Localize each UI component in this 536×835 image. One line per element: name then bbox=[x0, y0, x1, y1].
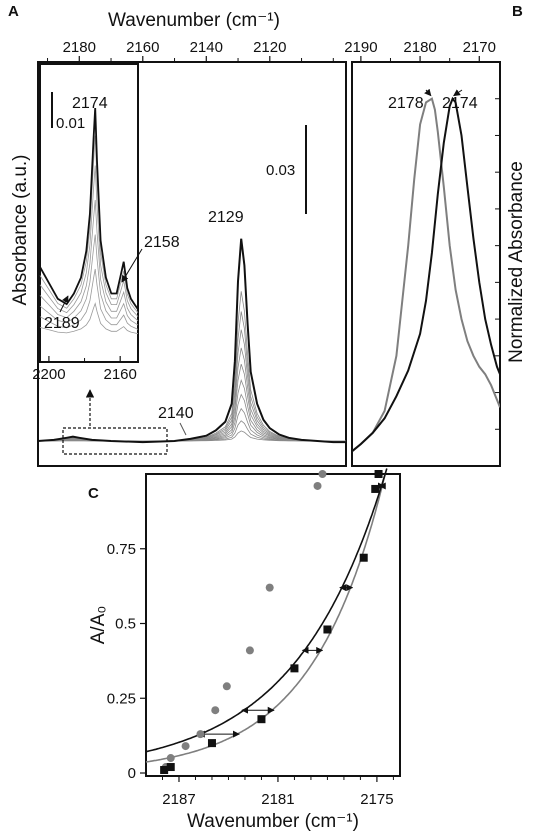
panel-b-y-axis-title: Normalized Absorbance bbox=[506, 161, 527, 363]
panel-c-point-circle bbox=[166, 754, 175, 763]
panel-c-fit-curve-1 bbox=[145, 468, 388, 753]
panel-b-peak-label-2178: 2178 bbox=[388, 95, 424, 112]
panel-b-series-line-1 bbox=[352, 96, 500, 453]
panel-a-peak-pointer-2140 bbox=[179, 422, 187, 436]
panel-a-inset-family-spectrum bbox=[39, 302, 139, 335]
panel-c-point-circle bbox=[318, 470, 327, 478]
panel-a-inset-x-tick-label: 2200 bbox=[32, 366, 65, 383]
panel-a-zoom-region-box bbox=[62, 427, 168, 455]
panel-a-inset-x-ticks: 2200 2160 bbox=[32, 356, 137, 383]
panel-c-frame bbox=[145, 473, 401, 777]
panel-b-x-ticks: 2190 2180 2170 bbox=[344, 39, 496, 62]
panel-c-shift-arrows bbox=[197, 482, 386, 738]
panel-b-peak-label-2174: 2174 bbox=[442, 95, 478, 112]
panel-a-peak-label-2140: 2140 bbox=[158, 405, 194, 422]
panel-a-family-spectrum bbox=[38, 363, 346, 442]
panel-c-y-ticks: 0 0.25 0.5 0.75 bbox=[107, 541, 146, 782]
panel-a-x-tick-label: 2160 bbox=[126, 39, 159, 56]
panel-a-y-axis-title: Absorbance (a.u.) bbox=[10, 154, 31, 305]
panel-c-point-square bbox=[371, 484, 380, 493]
panel-a-inset-peak-label-2189: 2189 bbox=[44, 315, 80, 332]
panel-c-y-axis-title: A/A₀ bbox=[88, 606, 109, 645]
panel-a-peak-label-2129: 2129 bbox=[208, 209, 244, 226]
panel-c-fit-curves bbox=[145, 468, 388, 763]
panel-a-inset-peak-pointer-2189 bbox=[59, 295, 69, 313]
panel-a-x-ticks: 2180 2160 2140 2120 bbox=[47, 39, 334, 62]
panel-a-inset-family-spectrum bbox=[39, 135, 139, 314]
panel-a-main-spectrum bbox=[38, 238, 346, 444]
panel-a-inset: 2200 2160 0.01 2174 2158 2189 bbox=[32, 63, 180, 383]
panel-b-x-tick-label: 2180 bbox=[403, 39, 436, 56]
panel-a-inset-family-spectrum bbox=[39, 199, 139, 322]
panel-b-x-tick-label: 2170 bbox=[463, 39, 496, 56]
panel-a-x-tick-label: 2180 bbox=[63, 39, 96, 56]
panel-b-peak-pointer-2174 bbox=[453, 89, 463, 97]
panel-a-inset-peak-label-2174: 2174 bbox=[72, 95, 108, 112]
panel-c-x-tick-label: 2175 bbox=[360, 791, 393, 808]
panel-a-inset-frame bbox=[39, 63, 139, 363]
panel-c-point-circle bbox=[222, 682, 231, 691]
panel-c-x-axis-title: Wavenumber (cm⁻¹) bbox=[187, 811, 359, 832]
panel-c-point-circle bbox=[245, 646, 254, 655]
panel-c-point-square bbox=[166, 763, 175, 772]
panel-a-inset-family-spectrum bbox=[39, 268, 139, 330]
panel-label-c: C bbox=[88, 485, 99, 502]
panel-a-inset-family-spectrum bbox=[39, 234, 139, 326]
panel-a-scale-bar-label: 0.03 bbox=[266, 162, 295, 179]
panel-a-inset-peak-pointer-2158 bbox=[121, 248, 143, 283]
panel-b-frame bbox=[351, 61, 501, 467]
panel-b-peak-pointer-2178 bbox=[424, 88, 432, 97]
panel-c-y-tick-label: 0.5 bbox=[115, 616, 136, 633]
panel-a-x-axis-title: Wavenumber (cm⁻¹) bbox=[108, 10, 280, 31]
panel-c-y-tick-label: 0.75 bbox=[107, 541, 136, 558]
panel-c-point-square bbox=[359, 553, 368, 562]
panel-c-points bbox=[160, 470, 383, 775]
panel-c-y-tick-label: 0.25 bbox=[107, 690, 136, 707]
panel-label-a: A bbox=[8, 3, 19, 20]
panel-a-inset-peak-label-2158: 2158 bbox=[144, 234, 180, 251]
panel-c-point-square bbox=[374, 470, 383, 478]
panel-c-point-square bbox=[207, 739, 216, 748]
panel-c-point-circle bbox=[211, 706, 220, 715]
panel-c-point-square bbox=[290, 664, 299, 673]
panel-c: 2187 2181 2175 0 0.25 0.5 0.75 Wavenumber (cm… bbox=[88, 468, 401, 832]
panel-c-y-tick-label: 0 bbox=[128, 765, 136, 782]
panel-c-point-square bbox=[160, 766, 169, 775]
panel-b-series bbox=[352, 96, 500, 453]
panel-c-point-circle bbox=[313, 481, 322, 490]
panel-c-x-tick-label: 2187 bbox=[162, 791, 195, 808]
panel-c-point-square bbox=[323, 625, 332, 634]
panel-b-y-ticks bbox=[495, 98, 500, 467]
panel-c-fit-curve-0 bbox=[145, 473, 386, 763]
panel-a-inset-x-tick-label: 2160 bbox=[103, 366, 136, 383]
panel-b-x-tick-label: 2190 bbox=[344, 39, 377, 56]
panel-c-point-circle bbox=[265, 583, 274, 592]
panel-a-inset-family-spectrum bbox=[39, 165, 139, 317]
panel-c-point-circle bbox=[196, 730, 205, 739]
panel-a-inset-scale-bar-label: 0.01 bbox=[56, 115, 85, 132]
panel-b-series-line-0 bbox=[352, 97, 500, 453]
panel-a-inset-spectra-family bbox=[39, 135, 139, 335]
panel-a-x-tick-label: 2140 bbox=[190, 39, 223, 56]
panel-c-point-square bbox=[257, 715, 266, 724]
panel-a: Wavenumber (cm⁻¹) 2180 2160 2140 2120 0.03 … bbox=[10, 10, 347, 467]
panel-b: 2190 2180 2170 2178 2174 Normalized Absorb… bbox=[344, 39, 527, 467]
panel-c-point-circle bbox=[181, 742, 190, 751]
panel-c-x-ticks: 2187 2181 2175 bbox=[161, 776, 394, 808]
panel-a-x-tick-label: 2120 bbox=[253, 39, 286, 56]
panel-label-b: B bbox=[512, 3, 523, 20]
panel-a-frame bbox=[37, 61, 347, 467]
panel-c-x-tick-label: 2181 bbox=[261, 791, 294, 808]
